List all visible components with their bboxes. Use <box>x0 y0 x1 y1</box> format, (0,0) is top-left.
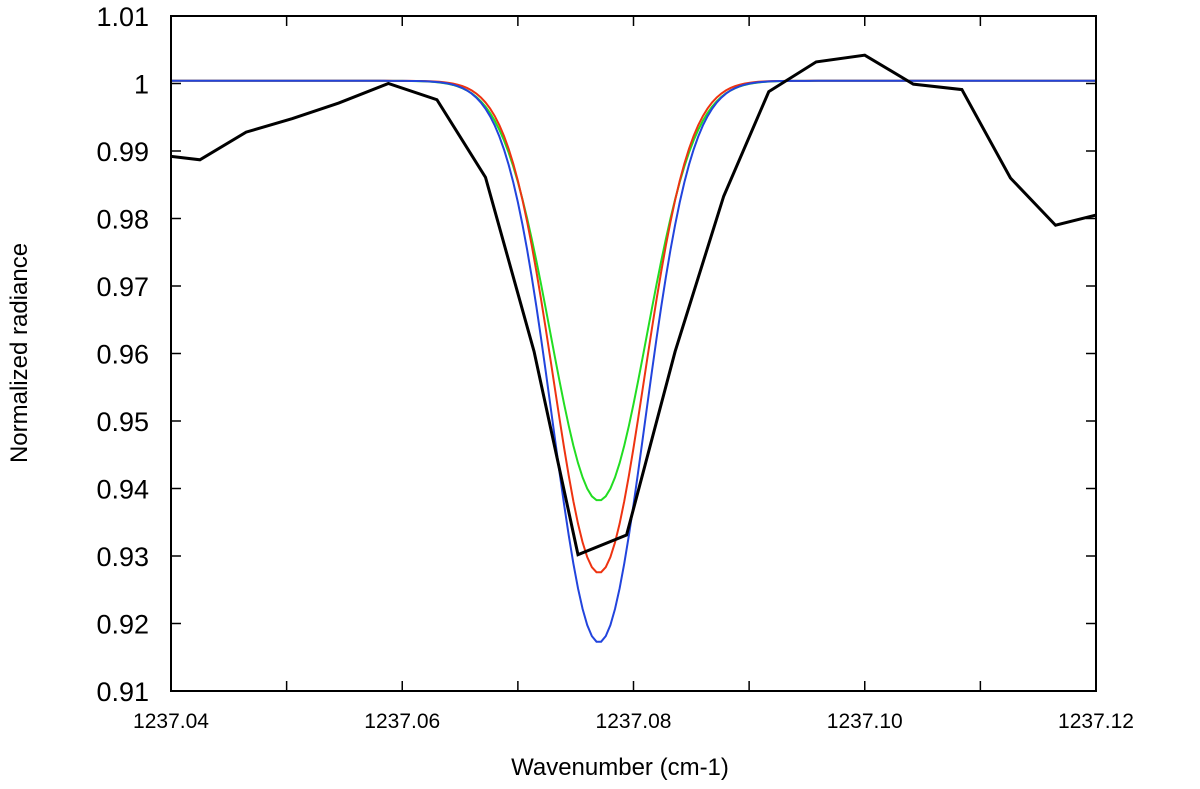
y-tick-label: 0.92 <box>96 610 149 640</box>
y-tick-label: 0.98 <box>96 205 149 235</box>
y-axis-title: Normalized radiance <box>6 243 33 463</box>
series-line-1 <box>171 79 1096 502</box>
y-tick-label: 1.01 <box>96 2 149 32</box>
y-tick-label: 0.95 <box>96 407 149 437</box>
x-tick-label: 1237.06 <box>364 710 440 733</box>
x-tick-label: 1237.04 <box>133 710 209 733</box>
y-tick-label: 0.94 <box>96 475 149 505</box>
x-tick-label: 1237.08 <box>596 710 672 733</box>
series-line-3 <box>171 79 1096 643</box>
y-tick-label: 1 <box>134 70 149 100</box>
x-tick-label: 1237.12 <box>1058 710 1134 733</box>
y-tick-label: 0.97 <box>96 272 149 302</box>
labels-layer: 0.91 0.92 0.93 0.94 0.95 0.96 0.97 0.98 0.99 1 1.0… <box>96 2 1134 733</box>
series-line-0 <box>171 53 1096 557</box>
plot-frame <box>170 15 1097 692</box>
y-tick-label: 0.93 <box>96 542 149 572</box>
series-layer <box>171 53 1096 643</box>
y-tick-label: 0.91 <box>96 677 149 707</box>
x-tick-label: 1237.10 <box>827 710 903 733</box>
y-tick-label: 0.99 <box>96 137 149 167</box>
ticks-layer <box>170 15 1097 692</box>
x-axis-title: Wavenumber (cm-1) <box>511 754 729 781</box>
y-tick-label: 0.96 <box>96 340 149 370</box>
